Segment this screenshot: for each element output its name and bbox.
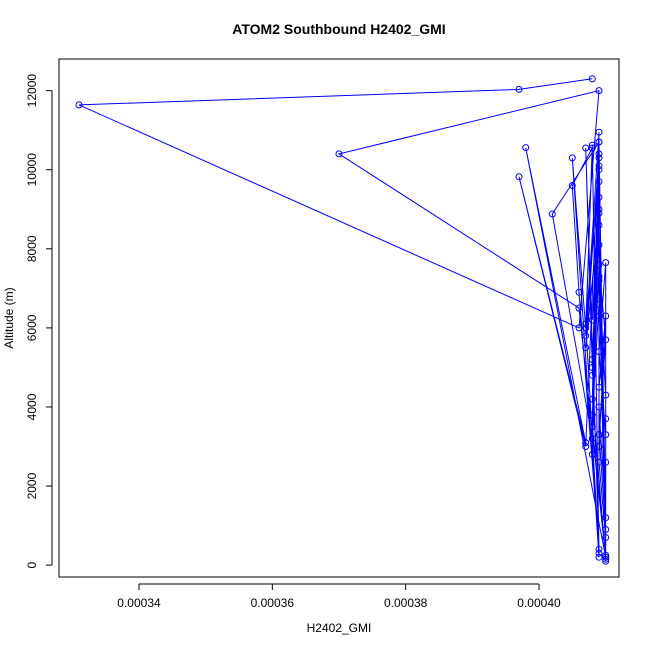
y-tick-label: 12000 [25,74,39,108]
data-point [602,259,610,267]
data-point [602,526,610,533]
axes: 0.00034 0.00036 0.00038 0.00040 0 2000 4000 600… [25,74,561,610]
data-point [595,209,603,217]
data-point [588,141,596,149]
data-point [595,273,603,280]
data-point [522,144,530,152]
data-point [588,411,596,419]
data-point [335,150,343,158]
data-point [602,458,610,466]
data-point [595,261,603,269]
data-point [588,395,596,403]
data-point [595,549,603,557]
y-axis-label: Altitude (m) [2,287,16,348]
x-tick-label: 0.00034 [117,596,161,610]
data-point [588,435,596,443]
data-point [582,344,590,352]
data-point [588,75,596,83]
data-point [582,439,590,447]
data-point [595,553,603,561]
data-point [582,443,590,450]
data-point [595,348,603,356]
data-point [595,221,603,229]
data-point [595,403,603,411]
data-point [595,166,603,174]
data-point [595,443,603,450]
data-point [595,87,603,95]
data-point [602,555,610,563]
series-layer [75,75,610,565]
data-point [595,241,603,249]
y-tick-label: 2000 [25,472,39,499]
data-point [568,182,576,189]
data-point [595,545,603,553]
chart-title: ATOM2 Southbound H2402_GMI [232,21,445,37]
y-tick-label: 8000 [25,235,39,262]
y-tick-label: 4000 [25,393,39,420]
data-point [602,391,610,399]
x-tick-label: 0.00040 [517,596,561,610]
y-tick-label: 6000 [25,314,39,341]
data-point [602,336,610,344]
series-line [78,78,607,562]
data-point [582,320,590,328]
data-point [595,128,603,136]
data-point [595,193,603,201]
data-point [595,154,603,162]
data-point [588,371,596,379]
data-point [602,534,610,541]
data-point [595,383,603,391]
data-point [595,458,603,466]
data-point [75,101,83,109]
data-point [575,304,583,312]
data-point [515,85,523,93]
data-point [595,431,603,439]
data-point [602,415,610,423]
data-point [595,150,603,158]
data-point [515,173,523,181]
data-point [602,514,610,522]
data-point [595,138,603,146]
data-point [595,178,603,186]
y-tick-label: 0 [25,561,39,568]
data-point [582,144,590,152]
data-point [588,363,596,371]
data-point [588,450,596,458]
data-point [548,210,556,218]
data-point [582,332,590,340]
data-point [602,312,610,320]
data-point [602,553,610,561]
data-point [588,144,596,152]
data-point [588,423,596,431]
data-point [568,154,576,162]
data-point [595,276,603,284]
data-point [575,288,583,296]
data-point [602,557,610,565]
data-point [595,300,603,308]
data-point [602,431,610,439]
x-tick-label: 0.00038 [384,596,428,610]
data-point [595,205,603,213]
data-point [588,356,596,363]
data-point [595,312,603,320]
y-tick-label: 10000 [25,153,39,187]
x-axis-label: H2402_GMI [307,621,372,635]
plot-frame [58,58,620,578]
data-point [588,316,596,324]
data-point [575,324,583,332]
x-tick-label: 0.00036 [251,596,295,610]
data-point [595,162,603,170]
data-point [582,324,590,332]
